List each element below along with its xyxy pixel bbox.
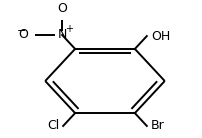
Text: OH: OH (151, 30, 170, 43)
Text: O: O (57, 2, 67, 15)
Text: +: + (65, 24, 73, 34)
Text: Cl: Cl (47, 120, 59, 132)
Text: O: O (18, 28, 28, 42)
Text: −: − (17, 26, 26, 36)
Text: N: N (57, 28, 67, 42)
Text: Br: Br (151, 120, 165, 132)
